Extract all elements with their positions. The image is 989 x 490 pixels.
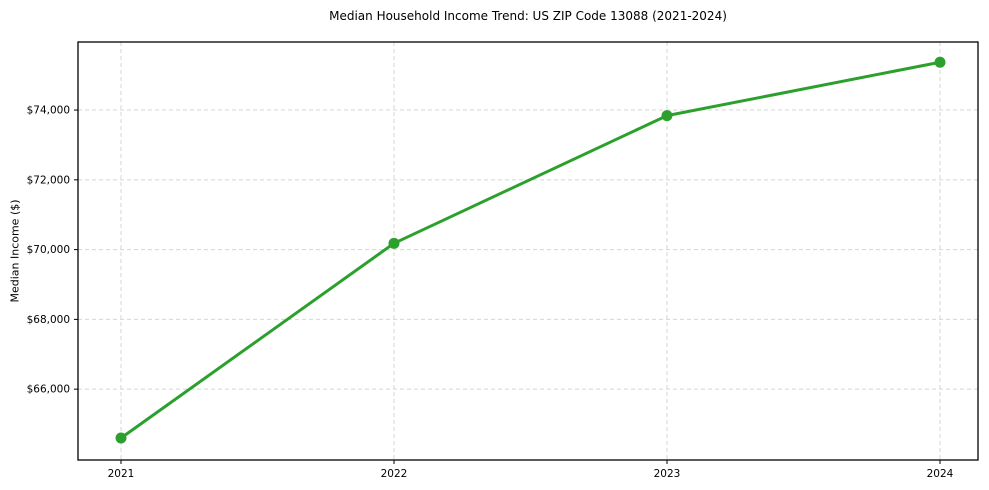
- gridlines: [78, 42, 978, 460]
- x-tick-label: 2021: [108, 468, 135, 480]
- y-tick-label: $72,000: [27, 174, 70, 186]
- plot-border: [77, 41, 979, 461]
- chart-title: Median Household Income Trend: US ZIP Co…: [329, 9, 727, 23]
- y-tick-label: $70,000: [27, 244, 70, 256]
- y-tick-label: $68,000: [27, 314, 70, 326]
- data-point-marker: [934, 56, 946, 68]
- x-tick-label: 2024: [927, 468, 954, 480]
- y-tick-label: $66,000: [27, 384, 70, 396]
- trend-line: [119, 60, 942, 440]
- data-point-marker: [661, 110, 673, 122]
- data-point-marker: [115, 432, 127, 444]
- y-tick-label: $74,000: [27, 105, 70, 117]
- axes: [74, 41, 979, 464]
- x-tick-label: 2022: [381, 468, 408, 480]
- data-point-marker: [388, 237, 400, 249]
- x-tick-label: 2023: [654, 468, 681, 480]
- tick-labels: $66,000 $68,000 $70,000 $72,000 $74,000 2021 2…: [27, 105, 954, 480]
- data-series: [115, 56, 946, 444]
